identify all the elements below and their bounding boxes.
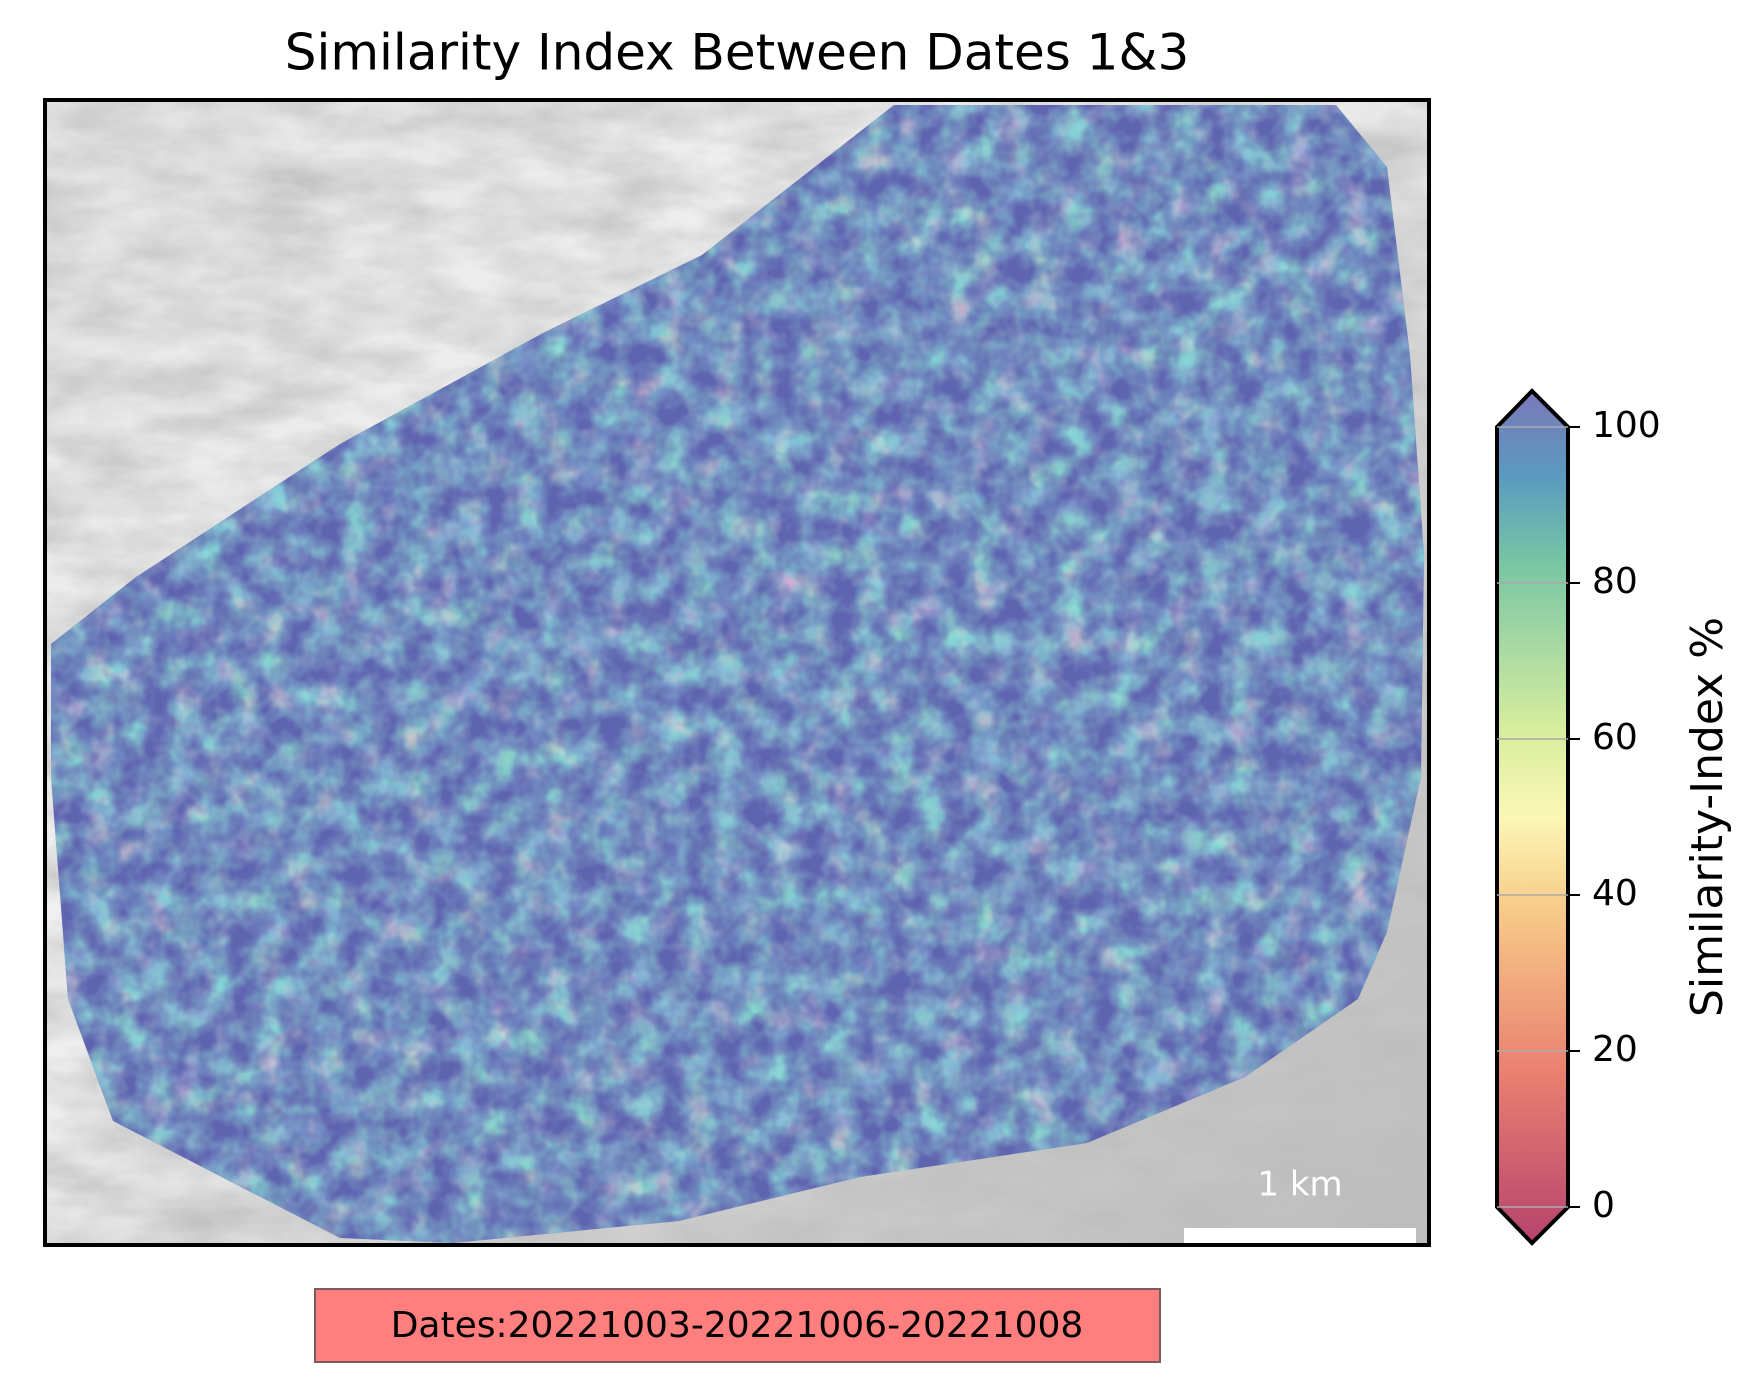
colorbar-tick-label: 80 xyxy=(1592,561,1638,602)
scalebar xyxy=(1184,1228,1416,1245)
map-frame xyxy=(43,98,1431,1247)
dates-box xyxy=(314,1288,1161,1363)
colorbar-label: Similarity-Index % xyxy=(1682,617,1733,1017)
scalebar-label: 1 km xyxy=(1257,1165,1342,1205)
colorbar-tick-label: 0 xyxy=(1592,1185,1615,1226)
dates-annotation: Dates:20221003-20221006-20221008 xyxy=(391,1305,1084,1346)
title: Similarity Index Between Dates 1&3 xyxy=(285,24,1190,82)
colorbar-tick-label: 20 xyxy=(1592,1029,1638,1070)
colorbar xyxy=(1495,388,1570,1246)
colorbar-body xyxy=(1495,388,1570,1246)
colorbar-tick-label: 60 xyxy=(1592,717,1638,758)
colorbar-tick-label: 40 xyxy=(1592,873,1638,914)
map: 1 km xyxy=(45,100,1429,1245)
colorbar-tick-label: 100 xyxy=(1592,405,1661,446)
